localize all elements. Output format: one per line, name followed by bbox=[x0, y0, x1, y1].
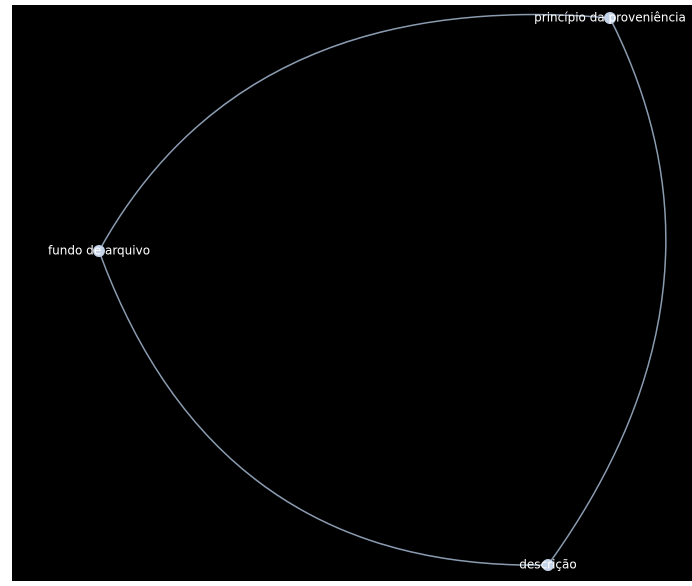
canvas bbox=[12, 5, 692, 581]
node bbox=[604, 12, 616, 24]
node-label: descrição bbox=[519, 558, 576, 572]
edge bbox=[98, 250, 549, 566]
node-label: princípio da proveniência bbox=[534, 11, 686, 25]
edge bbox=[98, 13, 611, 252]
node bbox=[542, 559, 554, 571]
node bbox=[93, 245, 105, 257]
node-label: fundo de arquivo bbox=[48, 244, 150, 258]
edge bbox=[547, 17, 667, 566]
